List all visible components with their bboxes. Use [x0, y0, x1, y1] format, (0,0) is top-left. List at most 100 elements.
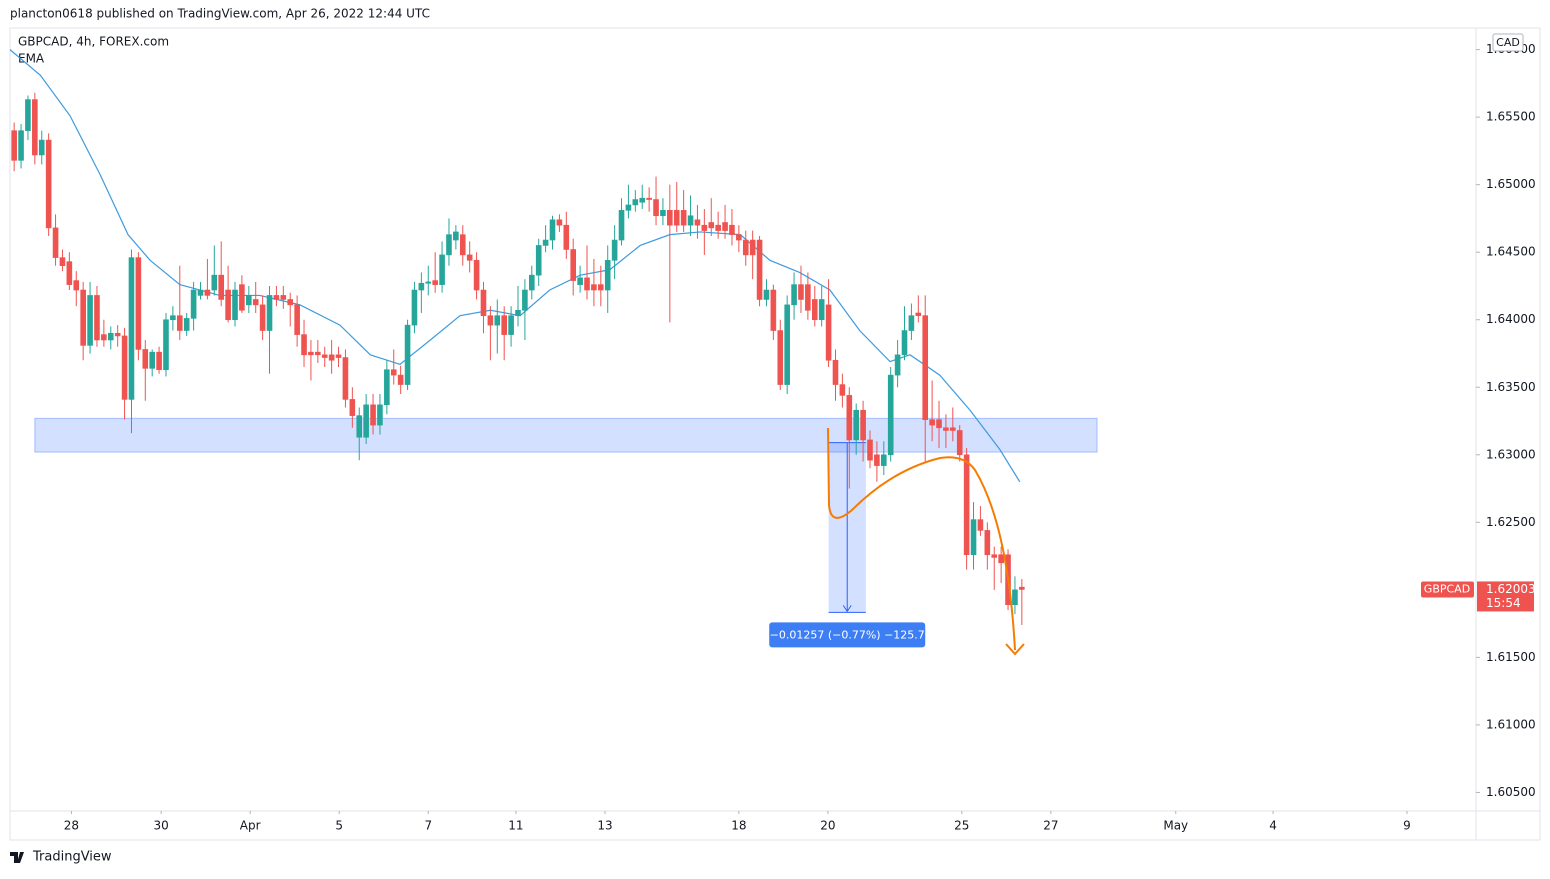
- candle-body: [749, 239, 756, 256]
- candle-body: [473, 260, 480, 291]
- candle-body: [798, 284, 804, 300]
- candle-body: [570, 249, 577, 281]
- candle-body: [301, 334, 307, 356]
- candle-body: [805, 284, 811, 311]
- y-tick-label: 1.65000: [1486, 177, 1536, 191]
- candle-body: [466, 254, 473, 261]
- y-tick-label: 1.64500: [1486, 245, 1536, 259]
- y-tick-label: 1.63500: [1486, 380, 1536, 394]
- candle-body: [280, 295, 287, 300]
- candle-body: [377, 404, 383, 426]
- candle-body: [950, 427, 956, 431]
- candle-body: [204, 289, 211, 296]
- candle-body: [52, 227, 59, 258]
- countdown-label: 15:54: [1486, 596, 1521, 610]
- x-tick-label: 18: [731, 819, 746, 833]
- candle-body: [653, 199, 659, 217]
- projection-arrowhead: [1005, 643, 1025, 656]
- candle-body: [121, 335, 128, 400]
- candle-body: [287, 299, 294, 306]
- candle-body: [273, 295, 280, 300]
- symbol-tag-label: GBPCAD: [1424, 582, 1470, 595]
- candle-body: [459, 234, 466, 256]
- candle-body: [142, 349, 149, 369]
- candle-body: [149, 351, 155, 369]
- candle-body: [18, 130, 24, 161]
- candle-body: [508, 315, 514, 335]
- candle-body: [80, 289, 86, 346]
- candle-body: [549, 219, 556, 241]
- x-tick-label: 30: [154, 819, 169, 833]
- support-zone: [34, 417, 1098, 453]
- candle-body: [556, 219, 563, 226]
- currency: CAD: [1496, 36, 1520, 49]
- candle-body: [321, 354, 328, 358]
- candle-body: [673, 210, 680, 226]
- x-tick-label: 13: [597, 819, 612, 833]
- candle-body: [390, 369, 397, 376]
- candle-body: [977, 519, 984, 531]
- candle-body: [687, 215, 694, 226]
- candle-body: [190, 289, 197, 319]
- candle-body: [342, 357, 349, 400]
- candle-body: [922, 315, 929, 420]
- y-tick-label: 1.63000: [1486, 447, 1536, 461]
- candle-body: [439, 254, 445, 285]
- candle-body: [259, 304, 266, 331]
- candle-body: [107, 332, 114, 341]
- candle-body: [825, 304, 832, 361]
- candle-body: [87, 295, 93, 346]
- candle-body: [315, 351, 321, 356]
- candle-body: [59, 257, 66, 267]
- candle-body: [667, 210, 673, 226]
- candle-body: [618, 210, 625, 241]
- y-tick-label: 1.61500: [1486, 650, 1536, 664]
- candle-body: [901, 330, 908, 356]
- projection-curve: [827, 427, 1016, 651]
- candle-body: [266, 295, 273, 331]
- symbol-tag: [1421, 581, 1474, 598]
- candle-body: [715, 224, 721, 231]
- candle-body: [639, 197, 646, 203]
- candle-body: [480, 289, 487, 316]
- candle-body: [1019, 586, 1025, 590]
- candle-body: [763, 289, 770, 300]
- frame: [9, 27, 1541, 841]
- candle-body: [528, 274, 535, 291]
- indicator-label: EMA: [18, 52, 45, 66]
- candle-body: [515, 309, 521, 316]
- logo: TradingView: [10, 850, 112, 865]
- candle-body: [114, 332, 121, 337]
- candle-body: [756, 239, 763, 300]
- candle-body: [874, 454, 880, 466]
- candle-body: [542, 239, 549, 246]
- y-tick-label: 1.64000: [1486, 312, 1536, 326]
- candle-body: [860, 409, 866, 441]
- candle-body: [839, 384, 846, 396]
- candle-body: [1012, 589, 1018, 606]
- candle-body: [101, 334, 107, 341]
- candle-body: [225, 289, 231, 321]
- candle-body: [418, 282, 425, 291]
- price-tag: [1477, 581, 1534, 612]
- candle-body: [73, 280, 80, 291]
- measure-arrowhead: [842, 605, 852, 613]
- x-tick-label: 28: [64, 819, 79, 833]
- candle-body: [535, 245, 542, 276]
- candle-body: [501, 315, 507, 335]
- candle-body: [984, 530, 991, 556]
- candle-body: [832, 359, 839, 385]
- candle-body: [453, 231, 459, 241]
- candle-body: [881, 454, 887, 466]
- x-tick-label: 9: [1403, 819, 1411, 833]
- candle-body: [45, 139, 52, 229]
- candle-body: [867, 439, 873, 461]
- candle-body: [736, 234, 742, 241]
- candle-body: [232, 289, 238, 321]
- publisher: plancton0618 published on TradingView.co…: [10, 7, 430, 21]
- y-tick-label: 1.61000: [1486, 717, 1536, 731]
- candle-body: [328, 354, 335, 361]
- measure-label: −0.01257 (−0.77%) −125.7: [770, 628, 925, 641]
